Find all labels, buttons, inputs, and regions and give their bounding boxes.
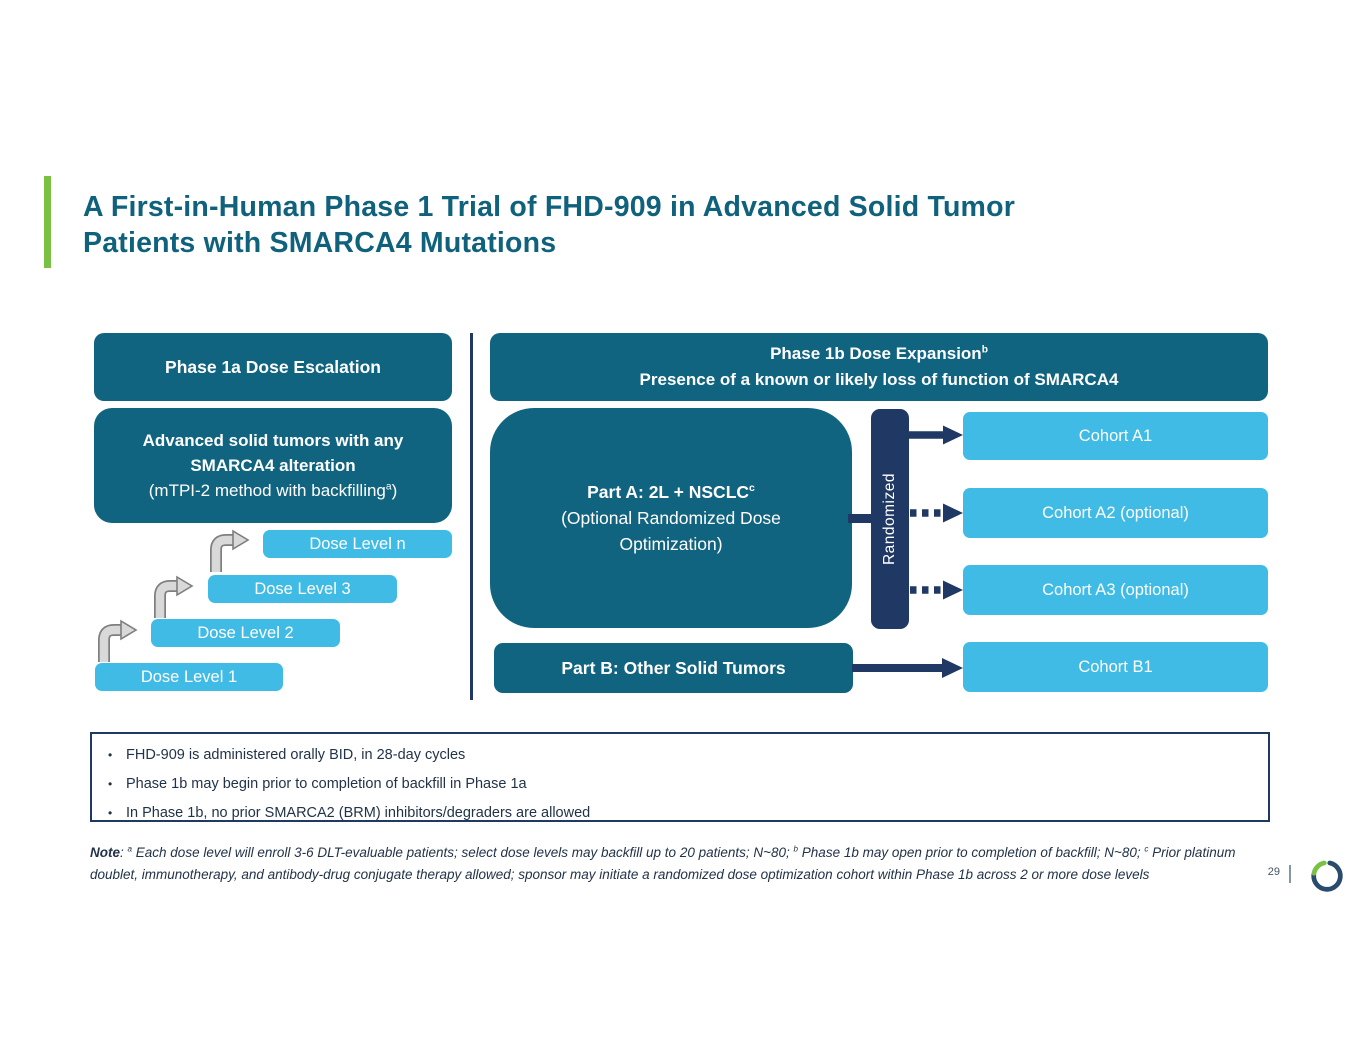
randomized-label: Randomized [881, 472, 898, 566]
dose-level-1-label: Dose Level 1 [140, 667, 238, 686]
phase1b-header-box: Phase 1b Dose Expansionb Presence of a k… [490, 333, 1268, 401]
page-title-line2: Patients with SMARCA4 Mutations [83, 227, 557, 259]
part-a-subtitle-line2: Optimization) [619, 534, 723, 554]
footnote-colon: : [120, 845, 128, 860]
company-logo-icon [1311, 860, 1343, 892]
footer-divider [1289, 865, 1291, 883]
panel-divider [470, 333, 473, 700]
bullet-text: Phase 1b may begin prior to completion o… [126, 776, 527, 792]
cohort-a1-label: Cohort A1 [1078, 426, 1153, 445]
footnote-seg-b: Phase 1b may open prior to completion of… [798, 845, 1145, 860]
footnote-marker-c: c [749, 482, 755, 495]
part-a-title-text: Part A: 2L + NSCLC [587, 482, 750, 502]
part-a-subtitle-line1: (Optional Randomized Dose [561, 508, 781, 528]
page-title-line1: A First-in-Human Phase 1 Trial of FHD-90… [83, 191, 1015, 223]
bullet-marker: • [108, 806, 113, 820]
dose-level-n-label: Dose Level n [309, 534, 406, 553]
footnote-sup-a: a [127, 844, 133, 854]
phase1a-population-line2: SMARCA4 alteration [190, 456, 356, 475]
part-a-box: Part A: 2L + NSCLCc (Optional Randomized… [490, 408, 852, 628]
part-b-label: Part B: Other Solid Tumors [561, 657, 786, 678]
bullet-marker: • [108, 777, 113, 791]
dotted-arrow-icon [910, 580, 963, 600]
phase1b-header-line2: Presence of a known or likely loss of fu… [639, 370, 1119, 389]
footnote: Note: a Each dose level will enroll 3-6 … [90, 842, 1268, 885]
page-number: 29 [1267, 866, 1280, 878]
bullet-item: • FHD-909 is administered orally BID, in… [108, 741, 1252, 770]
cohort-b1-label: Cohort B1 [1078, 657, 1153, 676]
title-accent-bar [44, 176, 51, 268]
dose-level-3-label: Dose Level 3 [254, 579, 351, 598]
phase1a-method-close: ) [391, 481, 398, 500]
dose-escalation-arrow-icon [154, 575, 194, 618]
key-points-box: • FHD-909 is administered orally BID, in… [90, 732, 1270, 822]
phase1a-population-box: Advanced solid tumors with any SMARCA4 a… [94, 408, 452, 523]
bullet-marker: • [108, 748, 113, 762]
cohort-a3-box: Cohort A3 (optional) [963, 565, 1268, 615]
bullet-text: In Phase 1b, no prior SMARCA2 (BRM) inhi… [126, 805, 591, 821]
cohort-a3-label: Cohort A3 (optional) [1042, 580, 1189, 599]
footnote-marker-b: b [981, 344, 988, 356]
footnote-label: Note [90, 845, 120, 860]
phase1a-method-text: (mTPI-2 method with backfilling [148, 481, 386, 500]
dose-level-2-label: Dose Level 2 [197, 623, 294, 642]
bullet-text: FHD-909 is administered orally BID, in 2… [126, 747, 466, 763]
cohort-a1-box: Cohort A1 [963, 412, 1268, 460]
phase1b-header-line1: Phase 1b Dose Expansionb [770, 341, 988, 367]
cohort-a2-label: Cohort A2 (optional) [1042, 503, 1189, 522]
part-a-randomized-connector [848, 514, 874, 523]
dose-escalation-arrow-icon [210, 529, 250, 572]
dose-level-n-box: Dose Level n [263, 530, 452, 558]
footnote-seg-a: Each dose level will enroll 3-6 DLT-eval… [132, 845, 794, 860]
dose-level-3-box: Dose Level 3 [208, 575, 397, 603]
phase1a-header-box: Phase 1a Dose Escalation [94, 333, 452, 401]
phase1b-header-text: Phase 1b Dose Expansion [770, 344, 982, 363]
phase1a-header-label: Phase 1a Dose Escalation [165, 356, 381, 377]
bullet-item: • In Phase 1b, no prior SMARCA2 (BRM) in… [108, 799, 1252, 828]
bullet-item: • Phase 1b may begin prior to completion… [108, 770, 1252, 799]
page-title: A First-in-Human Phase 1 Trial of FHD-90… [83, 189, 1243, 261]
footnote-sup-c: c [1144, 844, 1149, 854]
dose-level-1-box: Dose Level 1 [95, 663, 283, 691]
phase1a-method-line: (mTPI-2 method with backfillinga) [149, 478, 397, 503]
footnote-sup-b: b [793, 844, 799, 854]
part-b-box: Part B: Other Solid Tumors [494, 643, 853, 693]
dose-escalation-arrow-icon [98, 619, 138, 662]
solid-arrow-icon [908, 425, 963, 445]
cohort-a2-box: Cohort A2 (optional) [963, 488, 1268, 538]
cohort-b1-box: Cohort B1 [963, 642, 1268, 692]
part-a-title: Part A: 2L + NSCLCc [587, 479, 755, 505]
footnote-marker-a: a [385, 481, 392, 493]
phase1a-population-line1: Advanced solid tumors with any [142, 431, 404, 450]
footnote-seg-c: Prior platinum doublet, immunotherapy, a… [90, 845, 1236, 882]
randomized-bar: Randomized [871, 409, 909, 629]
dotted-arrow-icon [910, 503, 963, 523]
dose-level-2-box: Dose Level 2 [151, 619, 340, 647]
solid-arrow-icon [852, 658, 963, 678]
